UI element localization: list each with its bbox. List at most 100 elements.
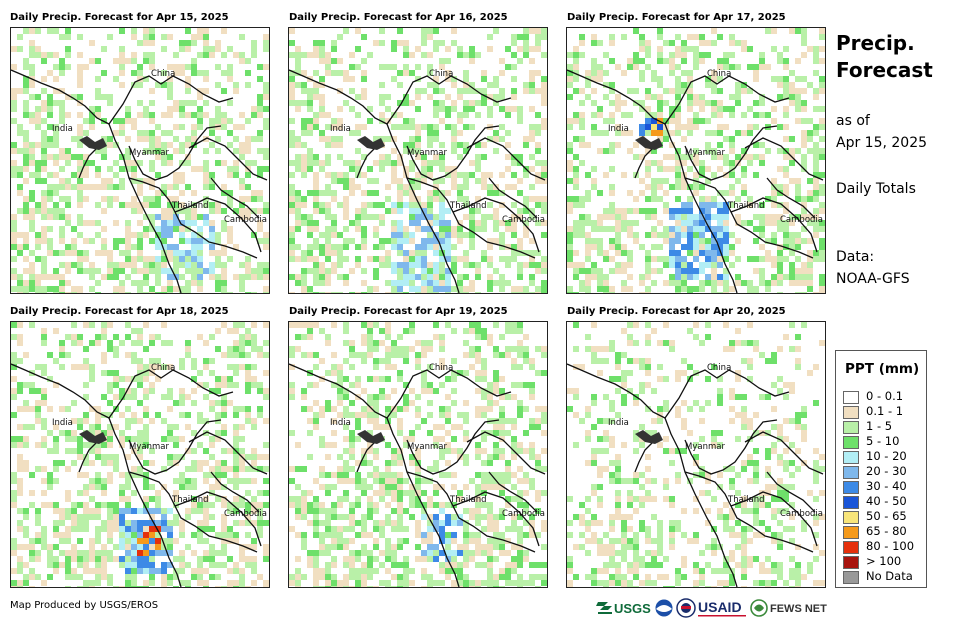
border-line — [386, 417, 460, 587]
border-line — [766, 471, 816, 513]
legend-swatch — [843, 406, 859, 419]
precip-map-apr18 — [11, 322, 269, 587]
usgs-text: USGS — [614, 601, 651, 616]
border-line — [744, 137, 824, 181]
fewsnet-logo: FEWS NET — [750, 599, 827, 617]
label-cambodia: Cambodia — [780, 509, 823, 519]
border-line — [356, 441, 376, 473]
delta-coast — [635, 136, 663, 150]
border-line — [108, 123, 182, 293]
panel-title-apr18: Daily Precip. Forecast for Apr 18, 2025 — [10, 306, 229, 317]
map-apr20: China India Myanmar Thailand Cambodia — [566, 321, 826, 588]
panel-title-apr17: Daily Precip. Forecast for Apr 17, 2025 — [567, 12, 786, 23]
legend-label: 50 - 65 — [866, 509, 907, 523]
label-myanmar: Myanmar — [685, 442, 725, 452]
border-line — [78, 147, 98, 179]
legend-label: 65 - 80 — [866, 524, 907, 538]
label-cambodia: Cambodia — [224, 215, 267, 225]
border-line — [466, 431, 546, 475]
border-line — [108, 417, 182, 587]
legend-swatch — [843, 511, 859, 524]
label-india: India — [608, 418, 629, 428]
border-line — [210, 177, 260, 219]
legend-label: 0.1 - 1 — [866, 404, 904, 418]
border-line — [488, 471, 538, 513]
border-line — [128, 419, 222, 475]
border-line — [406, 177, 536, 259]
panel-title-apr19: Daily Precip. Forecast for Apr 19, 2025 — [289, 306, 508, 317]
usgs-logo: USGS — [596, 601, 651, 616]
map-apr15: China India Myanmar Thailand Cambodia — [10, 27, 270, 294]
border-line — [174, 491, 262, 547]
label-thailand: Thailand — [172, 201, 209, 211]
legend-swatch — [843, 481, 859, 494]
border-line — [466, 137, 546, 181]
label-myanmar: Myanmar — [407, 148, 447, 158]
border-line — [567, 363, 790, 419]
border-line — [78, 441, 98, 473]
border-line — [684, 419, 778, 475]
usaid-seal — [676, 598, 696, 618]
border-line — [488, 177, 538, 219]
usaid-text: USAID — [698, 599, 742, 615]
label-china: China — [151, 69, 176, 79]
label-china: China — [707, 363, 732, 373]
label-cambodia: Cambodia — [502, 509, 545, 519]
label-china: China — [151, 363, 176, 373]
forecast-title: Precip. Forecast — [836, 31, 933, 82]
legend-swatch — [843, 496, 859, 509]
fewsnet-text: FEWS NET — [770, 603, 827, 615]
border-line — [386, 123, 460, 293]
border-line — [128, 177, 258, 259]
legend-swatch — [843, 436, 859, 449]
label-thailand: Thailand — [450, 495, 487, 505]
legend-label: No Data — [866, 569, 913, 583]
border-line — [684, 471, 814, 553]
legend-label: 30 - 40 — [866, 479, 907, 493]
legend-label: 40 - 50 — [866, 494, 907, 508]
map-apr19: China India Myanmar Thailand Cambodia — [288, 321, 548, 588]
border-line — [188, 431, 268, 475]
label-india: India — [330, 418, 351, 428]
legend-label: 10 - 20 — [866, 449, 907, 463]
legend-swatch — [843, 391, 859, 404]
as-of-label: as of — [836, 113, 870, 129]
border-line — [128, 125, 222, 181]
border-line — [567, 69, 790, 125]
label-myanmar: Myanmar — [129, 148, 169, 158]
label-thailand: Thailand — [172, 495, 209, 505]
border-line — [188, 137, 268, 181]
precip-map-apr15 — [11, 28, 269, 293]
border-line — [406, 471, 536, 553]
border-line — [406, 125, 500, 181]
label-thailand: Thailand — [728, 201, 765, 211]
delta-coast — [357, 136, 385, 150]
label-india: India — [330, 124, 351, 134]
legend-swatch — [843, 421, 859, 434]
data-source: NOAA-GFS — [836, 271, 910, 287]
border-line — [11, 69, 234, 125]
panel-title-apr15: Daily Precip. Forecast for Apr 15, 2025 — [10, 12, 229, 23]
map-apr18: China India Myanmar Thailand Cambodia — [10, 321, 270, 588]
border-line — [664, 417, 738, 587]
map-credit: Map Produced by USGS/EROS — [10, 600, 159, 611]
label-thailand: Thailand — [728, 495, 765, 505]
precip-map-apr16 — [289, 28, 547, 293]
data-label: Data: — [836, 249, 875, 265]
label-cambodia: Cambodia — [502, 215, 545, 225]
delta-coast — [79, 430, 107, 444]
legend-swatch — [843, 466, 859, 479]
label-india: India — [608, 124, 629, 134]
partner-logos: USGS USAID FEWS NET — [596, 596, 828, 620]
usaid-logo: USAID — [698, 599, 746, 617]
border-line — [289, 69, 512, 125]
label-cambodia: Cambodia — [224, 509, 267, 519]
border-line — [634, 441, 654, 473]
panel-title-apr20: Daily Precip. Forecast for Apr 20, 2025 — [567, 306, 786, 317]
noaa-logo — [654, 598, 674, 618]
as-of-date: Apr 15, 2025 — [836, 135, 928, 151]
legend-swatch — [843, 541, 859, 554]
legend-swatch — [843, 451, 859, 464]
precip-map-apr20 — [567, 322, 825, 587]
